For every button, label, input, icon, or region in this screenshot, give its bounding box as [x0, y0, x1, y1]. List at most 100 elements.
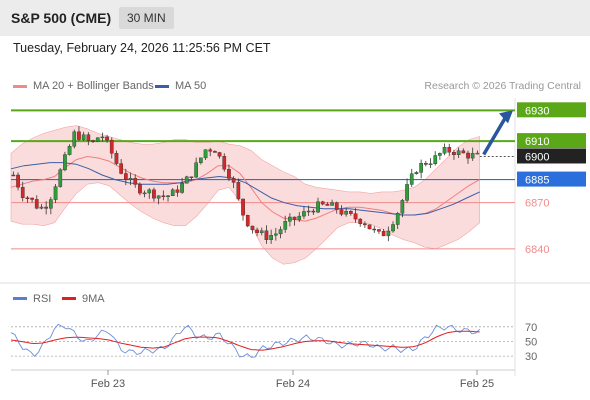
candle [367, 224, 372, 230]
candle [184, 176, 189, 184]
timeframe-button[interactable]: 30 MIN [119, 7, 174, 29]
candle [283, 221, 288, 230]
candle [344, 210, 348, 215]
level-label-6885: 6885 [525, 175, 549, 187]
candle [25, 197, 30, 200]
candle [405, 184, 409, 201]
candle [330, 202, 334, 206]
candle [58, 169, 63, 187]
candle [189, 176, 194, 179]
candle [250, 225, 255, 231]
candle [161, 195, 166, 198]
ma20-legend: MA 20 + Bollinger Bands [33, 80, 154, 92]
candle [105, 136, 109, 141]
candle [255, 229, 259, 233]
candle [95, 137, 100, 142]
rsi-ma-legend: 9MA [82, 293, 105, 305]
candle [91, 140, 95, 142]
level-label-box-6885 [517, 171, 586, 187]
candle [231, 178, 236, 183]
candle [372, 228, 377, 231]
candle [353, 213, 358, 220]
candle [198, 157, 203, 163]
candle [222, 155, 227, 170]
level-label-6930: 6930 [525, 105, 549, 117]
candle [114, 153, 119, 164]
candle [53, 186, 58, 200]
candle [119, 163, 123, 174]
candle [334, 202, 339, 210]
candle [456, 150, 461, 155]
candle [381, 231, 386, 237]
x-tick-label: Feb 24 [276, 378, 310, 390]
level-label-6910: 6910 [525, 136, 549, 148]
candle [16, 174, 20, 188]
candle [391, 224, 395, 232]
candle [81, 134, 86, 140]
candle [128, 177, 133, 180]
timestamp: Tuesday, February 24, 2026 11:25:56 PM C… [13, 41, 271, 55]
candle [288, 216, 292, 222]
rsi-swatch [13, 297, 27, 300]
candle [86, 134, 91, 141]
rsi-ma-line [10, 330, 480, 351]
candle [302, 211, 306, 217]
candle [358, 218, 363, 225]
candle [170, 189, 175, 197]
candle [67, 146, 72, 155]
candle [428, 163, 433, 166]
candle [259, 230, 264, 233]
candle [438, 153, 442, 156]
level-label-box-6900 [517, 148, 586, 164]
candle [20, 186, 25, 198]
candle [39, 206, 44, 209]
candle [180, 183, 184, 193]
candle [377, 229, 381, 232]
candle [297, 215, 302, 220]
candle [400, 200, 405, 214]
candle [34, 199, 39, 209]
candle [133, 177, 138, 185]
level-label-6900: 6900 [525, 151, 549, 163]
rsi-legend: RSI [33, 293, 52, 305]
ma20-swatch [13, 85, 27, 88]
x-tick-label: Feb 25 [460, 378, 494, 390]
candle [269, 234, 273, 240]
candle [72, 131, 77, 147]
rsi-line [10, 323, 481, 358]
forecast-arrow-shaft [482, 117, 507, 156]
candle [447, 146, 452, 153]
rsi-tick-label: 30 [525, 351, 537, 363]
candle [424, 162, 428, 165]
candle [245, 214, 250, 227]
candle [470, 153, 475, 159]
candle [100, 136, 105, 139]
candle [466, 152, 470, 159]
level-label-box-6910 [517, 133, 586, 149]
candle [461, 150, 466, 154]
level-label-6840: 6840 [525, 244, 549, 256]
candle [63, 154, 67, 171]
candle [152, 189, 156, 199]
candle [175, 189, 180, 193]
candle [386, 230, 391, 237]
candle [414, 172, 419, 174]
candle [264, 230, 269, 240]
candle [409, 173, 414, 185]
rsi-ma-swatch [62, 297, 76, 300]
candle [77, 131, 81, 140]
candle [208, 149, 213, 152]
candle [475, 152, 480, 155]
candle [320, 201, 325, 205]
candle [123, 173, 128, 181]
candle [213, 151, 217, 153]
candle [166, 195, 170, 198]
ma50-legend: MA 50 [175, 80, 207, 92]
level-label-box-6930 [517, 102, 586, 118]
forecast-arrow-head [499, 110, 513, 124]
candle [147, 189, 152, 194]
candle [349, 210, 353, 214]
candle [452, 151, 456, 155]
candle [316, 201, 320, 213]
